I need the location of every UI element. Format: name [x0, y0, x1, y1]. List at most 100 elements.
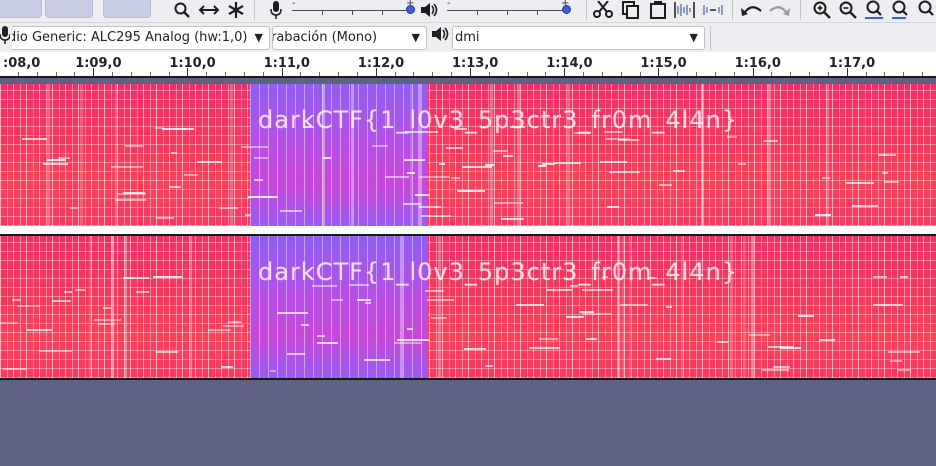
spectrogram-harmonic — [349, 284, 369, 286]
ruler-minor-tick — [601, 72, 603, 76]
ruler-minor-tick — [36, 72, 38, 76]
input-channels-value: rabación (Mono) — [272, 30, 378, 45]
transport-button-2[interactable] — [45, 0, 93, 18]
spectrogram-transient — [89, 236, 92, 378]
spectrogram-harmonic — [125, 145, 143, 147]
spectrogram-channel-right[interactable]: darkCTF{1_l0v3_5p3ctr3_fr0m_4l4n} — [0, 234, 936, 380]
spectrogram-transient — [124, 236, 127, 378]
ruler-minor-tick — [432, 72, 434, 76]
spectrogram-harmonic — [457, 190, 485, 192]
spectrogram-harmonic — [123, 192, 145, 194]
spectrogram-harmonic — [254, 157, 268, 159]
ruler-minor-tick — [300, 72, 302, 76]
zoom-in-icon[interactable] — [810, 0, 834, 20]
spectrogram-transient — [629, 236, 632, 378]
ruler-minor-tick — [809, 72, 811, 76]
ruler-major-tick — [846, 68, 848, 76]
spectrogram-harmonic — [254, 179, 263, 181]
ruler-major-tick — [187, 68, 189, 76]
redo-icon[interactable] — [767, 0, 791, 20]
spectrogram-harmonic — [270, 370, 276, 372]
trim-icon[interactable] — [673, 0, 697, 20]
record-slider-knob[interactable] — [406, 5, 415, 14]
spectrogram-harmonic — [673, 170, 685, 172]
multi-tool-icon[interactable] — [224, 0, 248, 20]
spectrogram-harmonic — [219, 207, 238, 209]
transport-button-1[interactable] — [0, 0, 42, 18]
ruler-tick-label: 1:16,0 — [734, 56, 781, 71]
spectrogram-harmonic — [763, 140, 778, 142]
zoom-out-icon[interactable] — [836, 0, 860, 20]
spectrogram-harmonic — [12, 299, 21, 301]
cut-icon[interactable] — [591, 0, 615, 20]
ruler-minor-tick — [620, 72, 622, 76]
spectrogram-harmonic — [304, 126, 311, 128]
input-device-select[interactable]: dio Generic: ALC295 Analog (hw:1,0) ▼ — [12, 26, 270, 50]
spectrogram-transient — [115, 84, 118, 226]
spectrogram-harmonic — [890, 360, 902, 362]
spectrogram-harmonic — [98, 323, 115, 325]
output-device-select[interactable]: dmi ▼ — [452, 26, 705, 50]
spectrogram-harmonic — [570, 285, 578, 287]
spectrogram-harmonic — [606, 138, 630, 140]
spectrogram-harmonic — [798, 315, 814, 317]
ruler-major-tick — [470, 68, 471, 76]
microphone-icon[interactable] — [264, 0, 288, 20]
spectrogram-harmonic — [609, 171, 640, 173]
zoom-icon[interactable] — [170, 0, 194, 20]
spectrogram-transient — [567, 84, 570, 226]
spectrogram-harmonic — [153, 276, 182, 278]
ruler-minor-tick — [922, 72, 924, 76]
fit-selection-icon[interactable] — [862, 0, 886, 20]
spectrogram-harmonic — [539, 338, 558, 340]
spectrogram-harmonic — [397, 339, 429, 341]
ruler-minor-tick — [394, 72, 396, 76]
chevron-down-icon: ▼ — [689, 31, 698, 44]
spectrogram-harmonic — [17, 305, 40, 307]
spectrogram-harmonic — [221, 366, 233, 368]
ruler-minor-tick — [733, 72, 735, 76]
undo-icon[interactable] — [740, 0, 764, 20]
spectrogram-harmonic — [607, 206, 619, 208]
input-channels-select[interactable]: rabación (Mono) ▼ — [272, 26, 427, 50]
spectrogram-harmonic — [47, 159, 66, 161]
spectrogram-harmonic — [656, 358, 671, 360]
spectrogram-harmonic — [136, 291, 149, 293]
output-device-value: dmi — [455, 30, 480, 45]
record-volume-slider[interactable] — [292, 10, 412, 11]
spectrogram-harmonic — [873, 304, 903, 306]
spectrogram-harmonic — [425, 290, 444, 292]
spectrogram-harmonic — [27, 329, 52, 331]
fit-project-icon[interactable] — [888, 0, 912, 20]
play-slider-knob[interactable] — [562, 5, 571, 14]
spectrogram-channel-left[interactable]: darkCTF{1_l0v3_5p3ctr3_fr0m_4l4n} — [0, 84, 936, 228]
ruler-minor-tick — [451, 72, 453, 76]
spectrogram-harmonic — [898, 369, 911, 371]
copy-icon[interactable] — [619, 0, 643, 20]
play-volume-slider[interactable] — [447, 10, 567, 11]
ruler-major-tick — [375, 68, 377, 76]
slider-tick — [507, 11, 508, 15]
timeline-ruler[interactable]: :08,0 1:09,0 1:10,0 1:11,0 1:12,0 1:13,0 1:14,… — [0, 52, 936, 78]
spectrogram-harmonic — [43, 163, 68, 165]
transport-button-3[interactable] — [103, 0, 151, 18]
silence-icon[interactable] — [701, 0, 725, 20]
ruler-minor-tick — [545, 72, 547, 76]
ruler-minor-tick — [243, 72, 245, 76]
spectrogram-harmonic — [70, 207, 78, 209]
paste-icon[interactable] — [646, 0, 670, 20]
spectrogram-harmonic — [580, 311, 594, 313]
empty-track-area[interactable] — [0, 380, 936, 466]
speaker-icon[interactable] — [418, 0, 442, 20]
zoom-toggle-icon[interactable] — [914, 0, 936, 20]
spectrogram-harmonic — [3, 368, 26, 370]
toolbar-separator — [710, 26, 711, 50]
spectrogram-harmonic — [111, 166, 143, 168]
spectrogram-hidden-text: darkCTF{1_l0v3_5p3ctr3_fr0m_4l4n} — [258, 258, 739, 286]
spectrogram-harmonic — [503, 155, 513, 157]
time-shift-icon[interactable] — [197, 0, 221, 20]
spectrogram-transient — [351, 84, 354, 226]
ruler-tick-label: :08,0 — [3, 56, 41, 71]
spectrogram-harmonic — [280, 210, 302, 212]
ruler-minor-tick — [262, 72, 264, 76]
